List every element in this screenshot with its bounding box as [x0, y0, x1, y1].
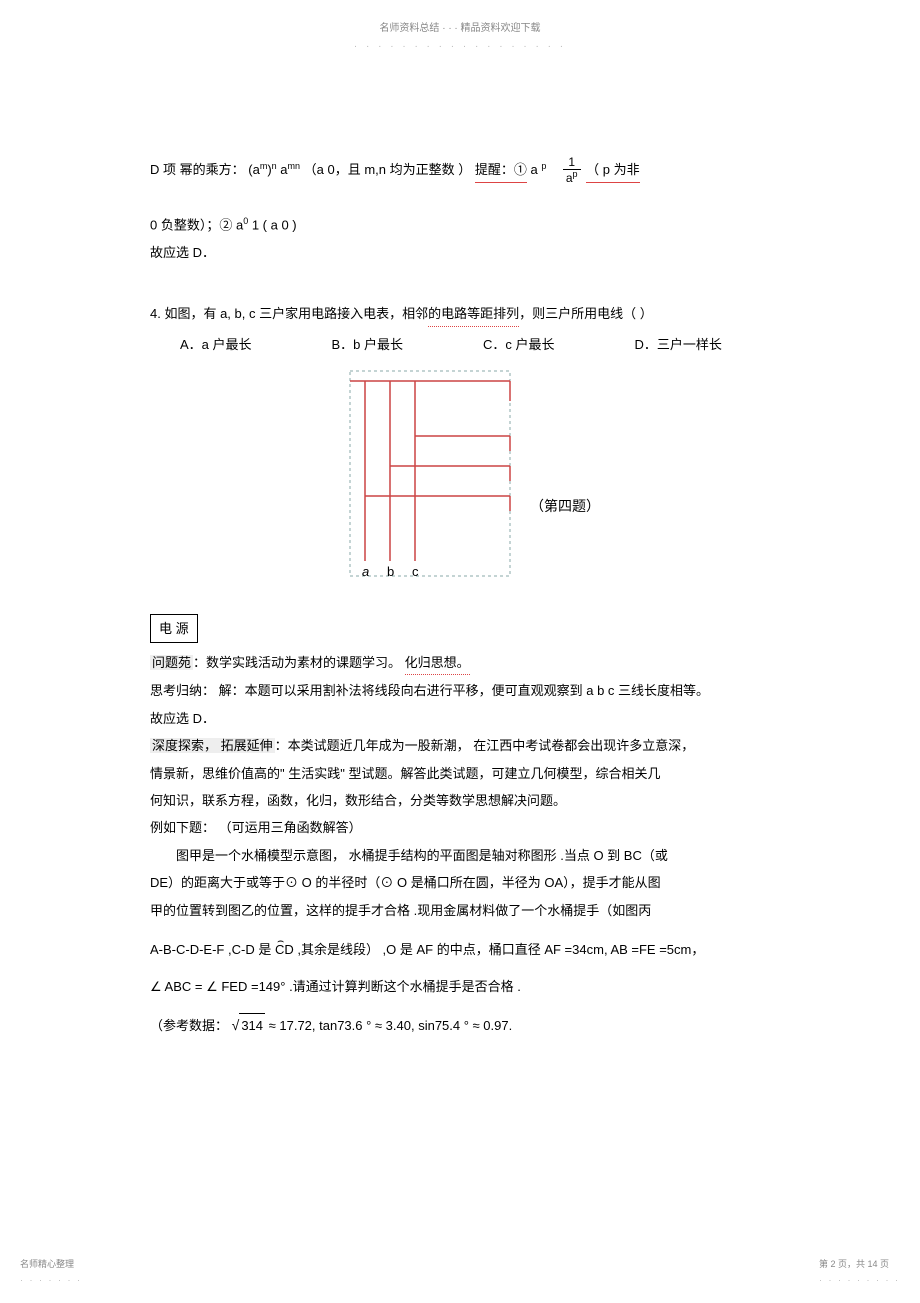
- shendu-line2: 情景新，思维价值高的" 生活实践" 型试题。解答此类试题，可建立几何模型，综合相…: [150, 762, 770, 785]
- circuit-svg: a b c （第四题）: [310, 366, 610, 586]
- bucket-p1b: DE）的距离大于或等于⊙ O 的半径时（⊙ O 是桶口所在圆，半径为 OA），提…: [150, 871, 770, 894]
- formula-left: (a: [248, 162, 260, 177]
- option-c: C．c 户最长: [483, 333, 555, 356]
- example-label: 例如下题： （可运用三角函数解答）: [150, 816, 770, 839]
- wentiyuan-text: ：数学实践活动为素材的课题学习。: [193, 655, 405, 670]
- shendu-line3: 何知识，联系方程，函数，化归，数形结合，分类等数学思想解决问题。: [150, 789, 770, 812]
- d-item-line2: 0 负整数）；② a0 1 ( a 0 ): [150, 213, 770, 237]
- diagram-caption: （第四题）: [530, 498, 600, 514]
- d-prefix: D 项 幂的乘方：: [150, 162, 245, 177]
- frac-num: 1: [563, 156, 581, 170]
- footer-right-dots: · · · · · · · · ·: [819, 1272, 900, 1288]
- d2-text2: 1 ( a 0 ): [248, 218, 296, 233]
- label-b: b: [387, 564, 394, 579]
- dashed-rect: [350, 371, 510, 576]
- footer-right: 第 2 页，共 14 页 · · · · · · · · ·: [819, 1256, 900, 1288]
- option-a: A．a 户最长: [180, 333, 252, 356]
- footer-left-dots: · · · · · · ·: [20, 1272, 82, 1288]
- header-dots: · · · · · · · · · · · · · · · · · ·: [150, 38, 770, 56]
- sikao-label: 思考归纳： 解：: [150, 683, 245, 698]
- shendu-label: 深度探索， 拓展延伸: [150, 738, 275, 753]
- bucket-ref: （参考数据： 314 ≈ 17.72, tan73.6 ° ≈ 3.40, si…: [150, 1013, 770, 1038]
- footer-left: 名师精心整理 · · · · · · ·: [20, 1256, 82, 1288]
- q4-text: 4. 如图，有 a, b, c 三户家用电路接入电表，相邻的电路等距排列，则三户…: [150, 302, 770, 326]
- d2-text1: 0 负整数）；② a: [150, 218, 243, 233]
- exp-n: n: [272, 161, 277, 171]
- wentiyuan-label: 问题苑: [150, 655, 193, 670]
- footer-right-text: 第 2 页，共 14 页: [819, 1256, 900, 1272]
- conclusion2: 故应选 D．: [150, 707, 770, 730]
- label-a: a: [362, 564, 369, 579]
- arc-cd: CD: [275, 942, 294, 957]
- page-header: 名师资料总结 · · · 精品资料欢迎下载 · · · · · · · · · …: [150, 20, 770, 56]
- dianyuan-box: 电 源: [150, 614, 198, 643]
- wentiyuan-line: 问题苑：数学实践活动为素材的课题学习。 化归思想。: [150, 651, 770, 675]
- sikao-text: 本题可以采用割补法将线段向右进行平移，便可直观观察到 a b c 三线长度相等。: [245, 683, 709, 698]
- label-c: c: [412, 564, 419, 579]
- d-item-line: D 项 幂的乘方： (am)n amn （a 0，且 m,n 均为正整数 ） 提…: [150, 156, 770, 185]
- tail-open: （ p 为非: [586, 158, 639, 182]
- q4-diagram-wrap: a b c （第四题）: [150, 366, 770, 593]
- header-text: 名师资料总结 · · · 精品资料欢迎下载: [150, 20, 770, 38]
- option-d: D．三户一样长: [635, 333, 722, 356]
- bucket-p1c: 甲的位置转到图乙的位置，这样的提手才合格 .现用金属材料做了一个水桶提手（如图丙: [150, 899, 770, 922]
- exp-neg-p: p: [541, 161, 546, 171]
- eq-a: a: [280, 162, 287, 177]
- bucket-p3: ∠ ABC = ∠ FED =149° .请通过计算判断这个水桶提手是否合格 .: [150, 975, 770, 998]
- footer-left-text: 名师精心整理: [20, 1256, 82, 1272]
- tip-a: a: [531, 162, 542, 177]
- bucket-p2: A-B-C-D-E-F ,C-D 是 CD ,其余是线段） ,O 是 AF 的中…: [150, 938, 770, 961]
- wentiyuan-underline: 化归思想。: [405, 651, 470, 675]
- d-conclusion: 故应选 D．: [150, 241, 770, 264]
- shendu-line1: 深度探索， 拓展延伸：本类试题近几年成为一股新潮， 在江西中考试卷都会出现许多立…: [150, 734, 770, 757]
- bucket-p1a: 图甲是一个水桶模型示意图， 水桶提手结构的平面图是轴对称图形 .当点 O 到 B…: [150, 844, 770, 867]
- sikao-line: 思考归纳： 解：本题可以采用割补法将线段向右进行平移，便可直观观察到 a b c…: [150, 679, 770, 702]
- q4-options: A．a 户最长 B．b 户最长 C．c 户最长 D．三户一样长: [180, 333, 770, 356]
- fraction: 1 ap: [563, 156, 581, 185]
- shendu-text1: ：本类试题近几年成为一股新潮， 在江西中考试卷都会出现许多立意深，: [275, 738, 695, 753]
- exp-mn: mn: [288, 161, 301, 171]
- option-b: B．b 户最长: [332, 333, 404, 356]
- cond: （a 0，且 m,n 均为正整数 ）: [304, 162, 472, 177]
- tip-label: 提醒：①: [475, 158, 527, 182]
- q4-diagram: a b c （第四题）: [310, 366, 610, 593]
- sqrt-icon: 314: [232, 1013, 265, 1038]
- frac-den: ap: [563, 170, 581, 185]
